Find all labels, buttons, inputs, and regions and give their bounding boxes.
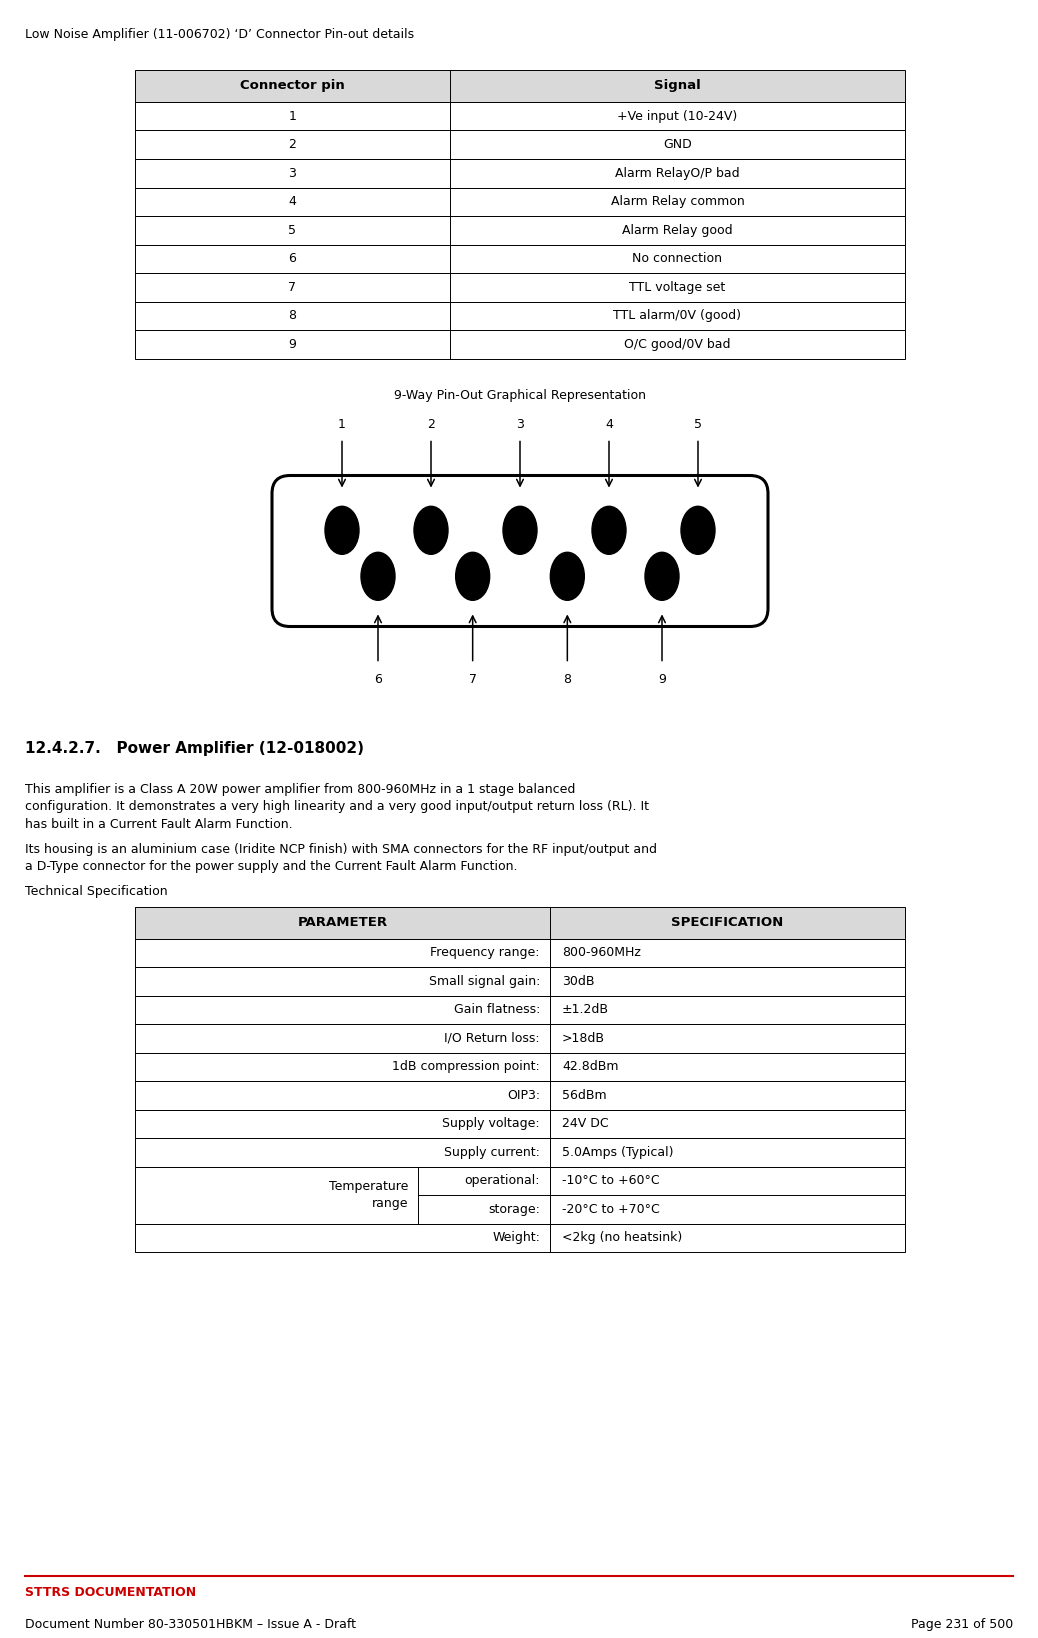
Text: Connector pin: Connector pin [240,80,345,92]
Text: 1dB compression point:: 1dB compression point: [392,1060,540,1073]
FancyBboxPatch shape [135,939,905,966]
Ellipse shape [550,552,584,600]
Text: Document Number 80-330501HBKM – Issue A - Draft: Document Number 80-330501HBKM – Issue A … [25,1618,356,1631]
Text: 7: 7 [469,673,476,685]
Text: Signal: Signal [654,80,701,92]
Text: +Ve input (10-24V): +Ve input (10-24V) [618,110,738,123]
FancyBboxPatch shape [135,187,905,216]
Text: OIP3:: OIP3: [507,1089,540,1102]
Text: PARAMETER: PARAMETER [298,916,387,929]
Text: 1: 1 [338,418,346,431]
Ellipse shape [592,506,626,554]
Text: 2: 2 [289,138,297,151]
Text: 2: 2 [427,418,435,431]
Text: >18dB: >18dB [562,1032,605,1045]
FancyBboxPatch shape [135,1053,905,1081]
FancyBboxPatch shape [135,1166,905,1224]
Text: 24V DC: 24V DC [562,1117,608,1130]
Text: TTL alarm/0V (good): TTL alarm/0V (good) [613,310,741,323]
Text: 8: 8 [289,310,297,323]
Text: Technical Specification: Technical Specification [25,885,167,898]
Text: 5.0Amps (Typical): 5.0Amps (Typical) [562,1145,674,1158]
FancyBboxPatch shape [135,70,905,102]
Text: 6: 6 [374,673,382,685]
Text: Alarm RelayO/P bad: Alarm RelayO/P bad [616,167,740,180]
FancyBboxPatch shape [135,1081,905,1109]
Text: Its housing is an aluminium case (Iridite NCP finish) with SMA connectors for th: Its housing is an aluminium case (Iridit… [25,842,657,873]
FancyBboxPatch shape [135,996,905,1024]
Text: 56dBm: 56dBm [562,1089,606,1102]
Text: ±1.2dB: ±1.2dB [562,1002,609,1016]
Text: 12.4.2.7.   Power Amplifier (12-018002): 12.4.2.7. Power Amplifier (12-018002) [25,740,364,755]
Text: 7: 7 [289,280,297,293]
Text: TTL voltage set: TTL voltage set [629,280,726,293]
Text: 8: 8 [564,673,571,685]
Text: -10°C to +60°C: -10°C to +60°C [562,1174,659,1188]
Ellipse shape [414,506,448,554]
Text: Temperature
range: Temperature range [329,1179,408,1210]
FancyBboxPatch shape [135,1024,905,1053]
Ellipse shape [456,552,490,600]
Text: Supply current:: Supply current: [444,1145,540,1158]
FancyBboxPatch shape [135,329,905,359]
Text: Small signal gain:: Small signal gain: [429,975,540,988]
Text: 5: 5 [694,418,702,431]
Text: SPECIFICATION: SPECIFICATION [672,916,784,929]
FancyBboxPatch shape [135,244,905,274]
Text: 30dB: 30dB [562,975,595,988]
FancyBboxPatch shape [135,301,905,329]
Text: <2kg (no heatsink): <2kg (no heatsink) [562,1232,682,1245]
FancyBboxPatch shape [135,1138,905,1166]
FancyBboxPatch shape [135,906,905,939]
Text: 1: 1 [289,110,297,123]
Ellipse shape [361,552,395,600]
Text: Weight:: Weight: [492,1232,540,1245]
FancyBboxPatch shape [135,1109,905,1138]
Text: 4: 4 [605,418,612,431]
Text: 9: 9 [289,337,297,351]
FancyBboxPatch shape [135,159,905,187]
FancyBboxPatch shape [272,475,768,626]
Text: Alarm Relay common: Alarm Relay common [610,195,744,208]
Text: Gain flatness:: Gain flatness: [454,1002,540,1016]
Text: 3: 3 [516,418,524,431]
Text: I/O Return loss:: I/O Return loss: [444,1032,540,1045]
FancyBboxPatch shape [135,274,905,301]
Text: operational:: operational: [464,1174,540,1188]
Text: 6: 6 [289,252,297,265]
Text: Supply voltage:: Supply voltage: [442,1117,540,1130]
Text: Frequency range:: Frequency range: [431,947,540,960]
Text: 4: 4 [289,195,297,208]
FancyBboxPatch shape [135,1224,905,1251]
FancyBboxPatch shape [135,102,905,131]
Text: This amplifier is a Class A 20W power amplifier from 800-960MHz in a 1 stage bal: This amplifier is a Class A 20W power am… [25,783,649,830]
FancyBboxPatch shape [135,966,905,996]
FancyBboxPatch shape [135,131,905,159]
Text: -20°C to +70°C: -20°C to +70°C [562,1202,660,1215]
Ellipse shape [503,506,537,554]
Text: 3: 3 [289,167,297,180]
Text: 9: 9 [658,673,666,685]
Text: STTRS DOCUMENTATION: STTRS DOCUMENTATION [25,1586,196,1599]
Text: GND: GND [663,138,692,151]
Ellipse shape [645,552,679,600]
Text: 800-960MHz: 800-960MHz [562,947,640,960]
Text: No connection: No connection [632,252,722,265]
Ellipse shape [681,506,715,554]
Text: 42.8dBm: 42.8dBm [562,1060,619,1073]
Ellipse shape [325,506,359,554]
Text: O/C good/0V bad: O/C good/0V bad [624,337,731,351]
FancyBboxPatch shape [135,216,905,244]
Text: Alarm Relay good: Alarm Relay good [622,224,733,238]
Text: 5: 5 [289,224,297,238]
Text: storage:: storage: [488,1202,540,1215]
Text: 9-Way Pin-Out Graphical Representation: 9-Way Pin-Out Graphical Representation [394,388,646,401]
Text: Page 231 of 500: Page 231 of 500 [910,1618,1013,1631]
Text: Low Noise Amplifier (11-006702) ‘D’ Connector Pin-out details: Low Noise Amplifier (11-006702) ‘D’ Conn… [25,28,414,41]
